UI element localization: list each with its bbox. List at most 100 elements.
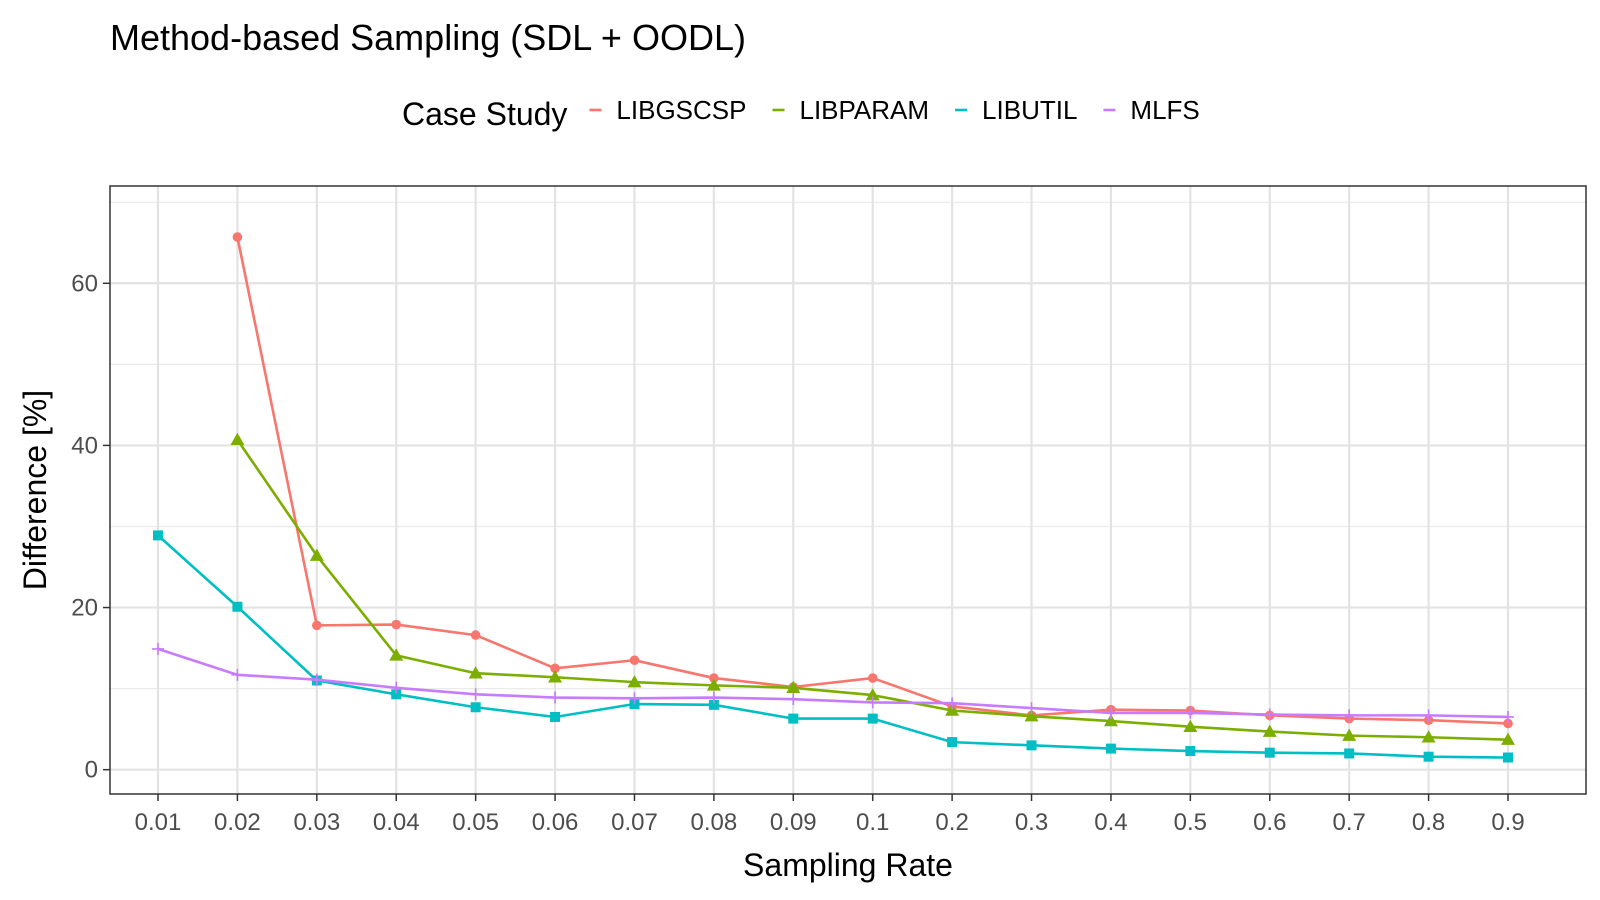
data-point-libutil: [788, 713, 799, 724]
data-point-libparam: [945, 703, 960, 716]
data-point-libutil: [708, 699, 719, 710]
data-point-libparam: [1342, 728, 1357, 741]
data-point-libparam: [1501, 732, 1515, 745]
data-point-libparam: [865, 688, 880, 701]
data-point-libparam: [706, 678, 721, 691]
data-point-mlfs: [1263, 708, 1276, 721]
legend-item-libparam: LIBPARAM: [772, 95, 929, 125]
data-point-libparam: [1421, 730, 1436, 743]
series-line-libutil: [157, 534, 1509, 759]
data-point-libgscsp: [629, 655, 640, 666]
x-tick-label: 0.5: [1174, 809, 1207, 836]
data-point-mlfs: [866, 696, 879, 709]
legend-label-libutil: LIBUTIL: [982, 95, 1077, 125]
data-point-libgscsp: [470, 630, 481, 640]
y-tick-label: 60: [71, 270, 98, 297]
x-tick-label: 0.06: [532, 809, 579, 836]
data-point-libutil: [232, 601, 243, 612]
data-point-libutil: [153, 530, 163, 541]
data-point-libutil: [947, 737, 958, 748]
series-lines: [152, 232, 1515, 763]
data-point-libparam: [1024, 709, 1039, 722]
x-tick-label: 0.1: [856, 809, 889, 836]
x-tick-label: 0.07: [611, 809, 658, 836]
data-point-libutil: [867, 713, 878, 724]
data-point-libgscsp: [867, 673, 878, 683]
x-tick-label: 0.4: [1094, 809, 1127, 836]
x-axis-label: Sampling Rate: [743, 847, 953, 883]
data-point-libparam: [389, 648, 404, 661]
data-point-libutil: [391, 689, 402, 700]
data-point-libparam: [548, 670, 563, 683]
x-tick-label: 0.02: [214, 809, 261, 836]
data-point-mlfs: [390, 681, 403, 694]
legend-item-mlfs: MLFS: [1103, 95, 1200, 125]
data-point-libparam: [1103, 714, 1118, 727]
x-tick-label: 0.03: [293, 809, 340, 836]
data-point-mlfs: [152, 642, 164, 655]
data-point-libutil: [1026, 740, 1037, 751]
data-point-libparam: [1183, 719, 1198, 732]
x-tick-label: 0.05: [452, 809, 499, 836]
y-tick-label: 0: [85, 757, 98, 784]
data-point-libutil: [1105, 743, 1116, 754]
x-tick-label: 0.2: [935, 809, 968, 836]
data-point-libutil: [1503, 752, 1513, 763]
data-point-mlfs: [469, 688, 482, 701]
data-point-mlfs: [787, 693, 800, 706]
x-tick-label: 0.3: [1015, 809, 1048, 836]
x-tick-label: 0.09: [770, 809, 817, 836]
legend-title: Case Study: [402, 96, 567, 132]
data-point-libparam: [230, 432, 245, 445]
y-tick-label: 40: [71, 432, 98, 459]
x-tick-label: 0.01: [135, 809, 182, 836]
data-point-libgscsp: [232, 232, 243, 242]
panel-border: [109, 185, 1587, 795]
data-point-mlfs: [1025, 702, 1038, 715]
data-point-mlfs: [946, 697, 959, 710]
data-point-libgscsp: [550, 663, 560, 674]
x-tick-label: 0.6: [1253, 809, 1286, 836]
data-point-libutil: [1423, 751, 1434, 762]
legend-label-libparam: LIBPARAM: [799, 95, 929, 125]
data-point-mlfs: [1502, 710, 1514, 723]
series-line-mlfs: [157, 647, 1509, 719]
data-point-libparam: [1262, 724, 1277, 737]
legend: Case Study LIBGSCSP LIBPARAM LIBUTIL MLFS: [402, 95, 1200, 132]
data-point-mlfs: [1104, 706, 1117, 719]
data-point-libgscsp: [1503, 718, 1513, 729]
x-tick-label: 0.9: [1491, 809, 1524, 836]
data-point-mlfs: [707, 691, 720, 704]
legend-item-libutil: LIBUTIL: [955, 95, 1077, 125]
data-point-libgscsp: [391, 619, 402, 630]
data-point-mlfs: [549, 691, 562, 704]
x-tick-label: 0.8: [1412, 809, 1445, 836]
data-point-mlfs: [1343, 709, 1356, 722]
data-point-mlfs: [1184, 706, 1197, 719]
data-point-mlfs: [310, 673, 323, 686]
data-point-mlfs: [1422, 709, 1435, 722]
data-point-libgscsp: [709, 673, 719, 683]
x-tick-label: 0.04: [373, 809, 420, 836]
data-point-libutil: [1264, 747, 1275, 758]
chart-title: Method-based Sampling (SDL + OODL): [110, 17, 746, 58]
data-point-mlfs: [628, 692, 641, 705]
x-tick-label: 0.08: [691, 809, 738, 836]
y-axis-label: Difference [%]: [17, 390, 53, 590]
data-point-mlfs: [231, 668, 244, 681]
series-mlfs: [152, 642, 1514, 723]
data-point-libparam: [627, 675, 642, 688]
legend-item-libgscsp: LIBGSCSP: [589, 95, 746, 125]
y-tick-label: 20: [71, 595, 98, 622]
data-point-libutil: [550, 711, 561, 722]
data-point-libutil: [470, 702, 481, 713]
legend-label-mlfs: MLFS: [1130, 95, 1199, 125]
series-libparam: [230, 432, 1515, 745]
data-point-libparam: [468, 666, 483, 679]
legend-label-libgscsp: LIBGSCSP: [616, 95, 746, 125]
data-point-libutil: [1344, 748, 1355, 759]
x-axis: 0.01 0.02 0.03 0.04 0.05 0.06 0.07 0.08 0.09 0.1 0…: [135, 794, 1525, 836]
data-point-libparam: [309, 548, 324, 561]
plot-panel: [109, 185, 1587, 795]
